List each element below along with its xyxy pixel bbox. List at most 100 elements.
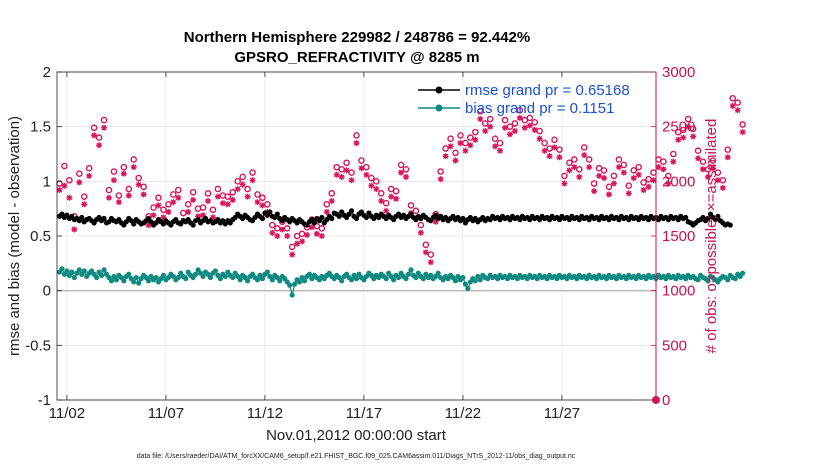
rmse-point xyxy=(336,213,342,219)
bias-point xyxy=(160,272,167,278)
obs-assimilated-point xyxy=(303,231,310,238)
obs-assimilated-point xyxy=(467,142,474,149)
obs-assimilated-point xyxy=(546,153,553,160)
obs-possible-point xyxy=(209,206,217,214)
bias-point xyxy=(408,267,414,273)
obs-assimilated-point xyxy=(155,202,162,209)
rmse-point xyxy=(311,220,318,226)
obs-possible-point xyxy=(120,163,128,171)
obs-assimilated-point xyxy=(388,193,395,200)
obs-possible-point xyxy=(610,172,618,180)
obs-possible-point xyxy=(600,167,608,174)
obs-assimilated-point xyxy=(482,128,489,135)
bias-point xyxy=(76,267,82,273)
obs-assimilated-point xyxy=(457,140,464,147)
obs-possible-point xyxy=(536,127,543,135)
bias-point xyxy=(71,274,77,281)
obs-assimilated-point xyxy=(105,194,112,201)
obs-assimilated-point xyxy=(224,201,231,208)
obs-possible-point xyxy=(709,157,717,164)
bias-point xyxy=(153,274,159,281)
obs-assimilated-point xyxy=(170,199,177,206)
obs-assimilated-point xyxy=(323,208,330,215)
obs-possible-point xyxy=(397,161,405,169)
obs-assimilated-point xyxy=(417,229,424,236)
obs-assimilated-point xyxy=(393,195,400,202)
obs-assimilated-point xyxy=(427,259,434,266)
obs-assimilated-point xyxy=(556,154,563,161)
obs-assimilated-point xyxy=(690,133,697,140)
bias-point xyxy=(452,278,459,284)
obs-assimilated-point xyxy=(581,152,588,159)
obs-assimilated-point xyxy=(695,155,702,162)
obs-assimilated-point xyxy=(462,147,469,154)
obs-possible-point xyxy=(298,230,306,238)
obs-assimilated-point xyxy=(214,193,221,200)
obs-assimilated-point xyxy=(135,181,142,188)
y-axis-right-label: # of obs: o=possible; ×=assimilated xyxy=(703,119,720,354)
obs-possible-point xyxy=(170,191,177,198)
obs-assimilated-point xyxy=(86,172,93,179)
obs-assimilated-point xyxy=(675,136,682,143)
obs-possible-point xyxy=(184,200,192,208)
obs-assimilated-point xyxy=(561,180,568,187)
obs-possible-point xyxy=(239,173,246,181)
bias-point xyxy=(254,277,261,283)
obs-assimilated-point xyxy=(145,222,152,229)
y-left-tick-label: 0 xyxy=(43,283,51,300)
rmse-point xyxy=(259,215,266,222)
obs-assimilated-point xyxy=(175,194,182,201)
x-tick-label: 11/07 xyxy=(148,405,184,422)
y-right-tick-label: 2000 xyxy=(662,173,695,190)
y-left-tick-label: -1 xyxy=(38,392,51,409)
obs-assimilated-point xyxy=(81,201,88,208)
obs-possible-point xyxy=(620,161,628,169)
obs-possible-point xyxy=(561,172,568,180)
obs-possible-point xyxy=(402,166,410,173)
bias-point xyxy=(133,274,139,281)
obs-assimilated-point xyxy=(729,102,736,109)
bias-point xyxy=(339,278,345,284)
bias-point xyxy=(193,271,199,277)
y-right-tick-label: 1000 xyxy=(662,283,695,300)
obs-possible-point xyxy=(585,156,593,163)
obs-possible-point xyxy=(75,170,83,177)
obs-assimilated-point xyxy=(709,165,716,172)
obs-possible-point xyxy=(546,145,553,152)
obs-possible-point xyxy=(714,169,722,176)
bias-point xyxy=(264,269,270,275)
obs-possible-point xyxy=(640,179,647,186)
legend-rmse-marker xyxy=(435,86,443,94)
bias-point xyxy=(435,270,441,276)
x-tick-label: 11/02 xyxy=(49,405,85,422)
obs-assimilated-point xyxy=(219,200,226,207)
obs-possible-point xyxy=(179,209,187,217)
obs-possible-point xyxy=(699,158,707,165)
obs-assimilated-point xyxy=(502,124,509,131)
x-tick-label: 11/27 xyxy=(544,405,580,422)
obs-possible-point xyxy=(486,115,494,123)
obs-assimilated-point xyxy=(704,173,711,180)
bias-point xyxy=(98,272,105,278)
obs-possible-point xyxy=(407,202,415,209)
obs-assimilated-point xyxy=(437,176,444,183)
obs-possible-point xyxy=(155,194,162,202)
y-left-tick-label: 2 xyxy=(43,64,51,81)
obs-possible-point xyxy=(254,191,261,198)
obs-assimilated-point xyxy=(487,123,494,130)
obs-assimilated-point xyxy=(61,182,68,189)
bias-point xyxy=(126,271,132,277)
obs-possible-point xyxy=(442,145,449,152)
obs-assimilated-point xyxy=(294,240,301,247)
obs-possible-point xyxy=(229,188,237,196)
bias-point xyxy=(94,274,100,281)
rmse-point xyxy=(190,222,196,228)
rmse-point xyxy=(348,208,355,214)
obs-assimilated-point xyxy=(328,198,335,205)
obs-possible-point xyxy=(694,147,702,155)
obs-assimilated-point xyxy=(125,192,132,199)
bias-point xyxy=(217,276,223,282)
obs-possible-point xyxy=(590,180,598,187)
obs-possible-point xyxy=(244,185,251,193)
